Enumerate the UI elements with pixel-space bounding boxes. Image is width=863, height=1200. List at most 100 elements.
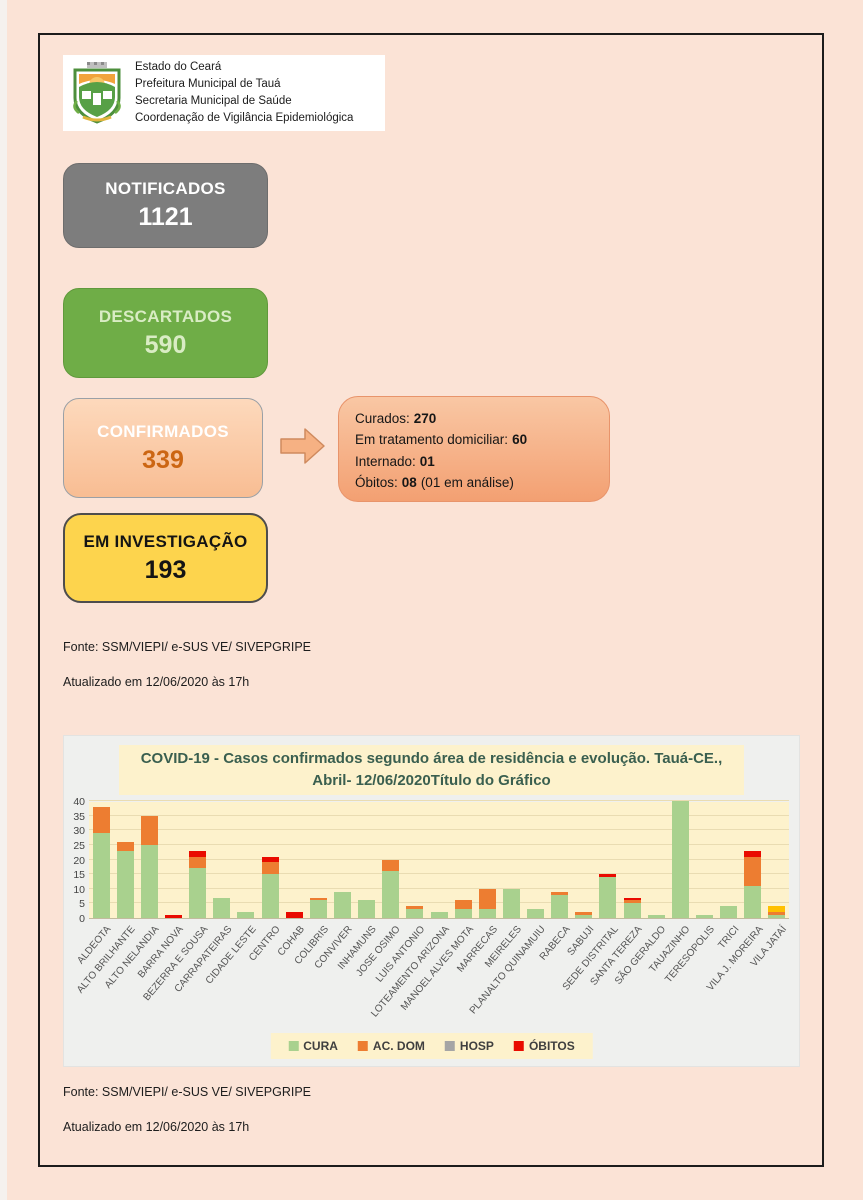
legend-item-ac-dom: AC. DOM — [357, 1039, 425, 1053]
updated-line-bottom: Atualizado em 12/06/2020 às 17h — [63, 1120, 250, 1134]
bar-segment-cura — [406, 909, 424, 918]
legend-label: AC. DOM — [372, 1039, 425, 1053]
bar-barra-nova — [164, 915, 182, 918]
bar-s-o-geraldo — [647, 915, 665, 918]
org-line-2: Prefeitura Municipal de Tauá — [135, 77, 281, 90]
org-line-3: Secretaria Municipal de Saúde — [135, 95, 292, 107]
gridline — [89, 887, 789, 889]
bar-segment-cura — [720, 906, 738, 918]
bar-segment-cura — [502, 888, 520, 918]
bar-sede-distrital — [599, 874, 617, 918]
descartados-value: 590 — [144, 330, 187, 359]
bar-segment-cura — [527, 909, 545, 918]
confirmados-value: 339 — [142, 445, 184, 474]
bar-bezerra-e-sousa — [189, 850, 207, 918]
org-line-4: Coordenação de Vigilância Epidemiológica — [135, 112, 354, 125]
legend-item-bitos: ÓBITOS — [513, 1039, 575, 1053]
bar-conviver — [333, 891, 351, 918]
page-margin-strip — [0, 0, 7, 1200]
bar-segment-ac-dom — [454, 900, 472, 910]
bar-sabuji — [575, 912, 593, 918]
bar-loteamento-arizona — [430, 912, 448, 918]
y-tick-label: 0 — [79, 913, 85, 925]
bar-segment-cura — [623, 903, 641, 918]
bar-segment-cura — [575, 915, 593, 918]
org-name-block: Estado do Ceará Prefeitura Municipal de … — [135, 59, 353, 128]
legend-label: ÓBITOS — [528, 1039, 575, 1053]
detail-line-internado: Internado: 01 — [355, 451, 593, 472]
updated-line-top: Atualizado em 12/06/2020 às 17h — [63, 675, 250, 689]
bar-segment-cura — [213, 897, 231, 918]
fonte-line-top: Fonte: SSM/VIEPI/ e-SUS VE/ SIVEPGRIPE — [63, 640, 312, 654]
gridline — [89, 814, 789, 816]
bar-alto-brilhante — [116, 841, 134, 918]
arrow-right-icon — [280, 426, 326, 466]
bar-segment-ac-dom — [768, 912, 786, 916]
bar-segment-yellow — [768, 906, 786, 913]
bar-segment-bitos — [164, 915, 182, 918]
bar-segment-cura — [309, 900, 327, 918]
bar-centro — [261, 856, 279, 918]
bar-segment-cura — [430, 912, 448, 918]
bar-segment-ac-dom — [382, 859, 400, 872]
bar-segment-cura — [478, 909, 496, 918]
bar-segment-ac-dom — [309, 897, 327, 901]
bar-segment-cura — [237, 912, 255, 918]
coat-of-arms-icon — [73, 62, 121, 124]
confirmados-box: CONFIRMADOS 339 — [63, 398, 263, 498]
descartados-box: DESCARTADOS 590 — [63, 288, 268, 378]
bar-segment-cura — [599, 877, 617, 918]
gridline — [89, 800, 789, 801]
notificados-label: NOTIFICADOS — [105, 179, 226, 198]
bar-teresopolis — [696, 915, 714, 918]
bar-trici — [720, 906, 738, 918]
bar-cidade-leste — [237, 912, 255, 918]
bar-segment-ac-dom — [92, 806, 110, 834]
bar-rabeca — [551, 891, 569, 918]
bar-manoel-alves-mota — [454, 900, 472, 918]
bar-segment-ac-dom — [140, 815, 158, 845]
detail-value: 08 — [401, 474, 417, 490]
investigacao-box: EM INVESTIGAÇÃO 193 — [63, 513, 268, 603]
bar-segment-cura — [261, 874, 279, 918]
detail-suffix: (01 em análise) — [420, 474, 514, 490]
bar-alto-nelandia — [140, 815, 158, 918]
chart-panel: COVID-19 - Casos confirmados segundo áre… — [63, 735, 800, 1067]
detail-line-tratamento: Em tratamento domiciliar: 60 — [355, 429, 593, 450]
bulletin-frame: Estado do Ceará Prefeitura Municipal de … — [38, 33, 824, 1167]
legend-item-cura: CURA — [288, 1039, 338, 1053]
detail-value: 270 — [413, 411, 437, 426]
detail-value: 60 — [512, 432, 528, 448]
fonte-line-bottom: Fonte: SSM/VIEPI/ e-SUS VE/ SIVEPGRIPE — [63, 1085, 312, 1099]
header: Estado do Ceará Prefeitura Municipal de … — [63, 55, 385, 131]
y-tick-label: 35 — [73, 810, 85, 823]
detail-label: Em tratamento domiciliar: — [355, 432, 509, 448]
detail-line-curados: Curados: 270 — [355, 408, 593, 429]
confirmados-label: CONFIRMADOS — [97, 421, 229, 441]
plot-area — [89, 800, 789, 919]
confirmados-detail-box: Curados: 270 Em tratamento domiciliar: 60 … — [338, 396, 610, 502]
notificados-value: 1121 — [138, 203, 193, 231]
bar-segment-ac-dom — [551, 891, 569, 895]
legend-swatch-icon — [288, 1041, 299, 1051]
y-tick-label: 25 — [73, 839, 85, 852]
bar-marrecas — [478, 888, 496, 918]
bar-segment-ac-dom — [744, 856, 762, 886]
bar-aldeota — [92, 806, 110, 918]
y-tick-label: 15 — [73, 869, 85, 882]
legend-swatch-icon — [357, 1041, 368, 1051]
y-tick-label: 30 — [73, 825, 85, 838]
gridline — [89, 829, 789, 831]
bar-segment-bitos — [189, 850, 207, 857]
bar-segment-ac-dom — [478, 888, 496, 910]
bar-colibris — [309, 897, 327, 918]
bar-inhamuns — [358, 900, 376, 918]
bar-segment-ac-dom — [623, 900, 641, 904]
chart-legend: CURA AC. DOM HOSP ÓBITOS — [270, 1033, 593, 1059]
detail-label: Internado: — [355, 453, 416, 469]
org-line-1: Estado do Ceará — [135, 60, 222, 73]
bar-segment-cura — [768, 915, 786, 918]
bar-segment-ac-dom — [575, 912, 593, 916]
detail-label: Óbitos: — [355, 474, 398, 490]
bar-segment-cura — [382, 871, 400, 918]
